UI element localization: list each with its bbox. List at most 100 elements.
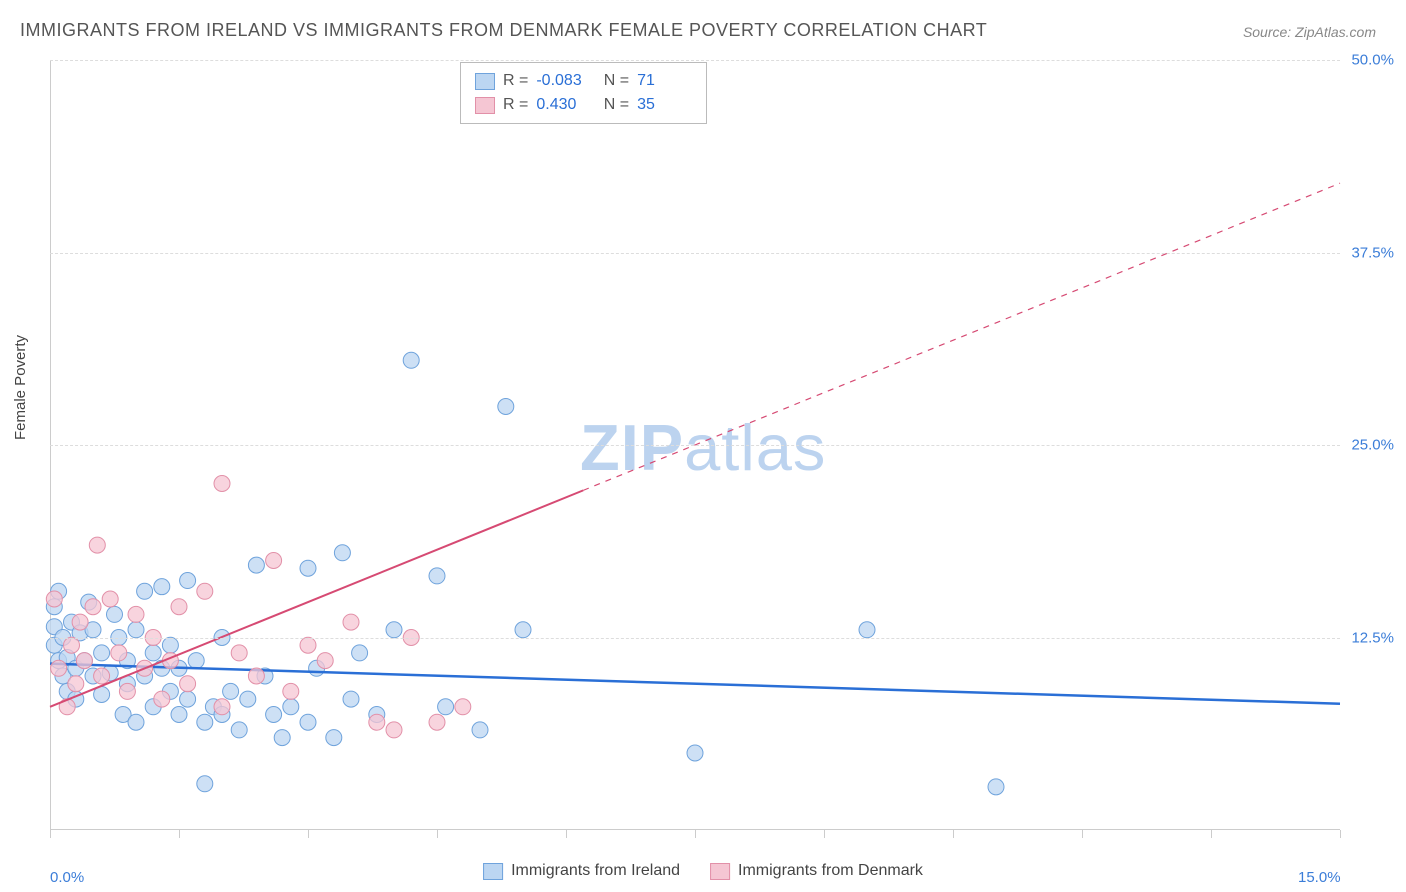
- scatter-point: [154, 691, 170, 707]
- legend-swatch-denmark: [710, 863, 730, 880]
- scatter-point: [94, 645, 110, 661]
- scatter-point: [214, 476, 230, 492]
- x-tick: [695, 830, 696, 838]
- scatter-point: [180, 573, 196, 589]
- stats-row-ireland: R = -0.083 N = 71: [475, 69, 692, 93]
- scatter-point: [68, 676, 84, 692]
- scatter-point: [352, 645, 368, 661]
- scatter-point: [128, 606, 144, 622]
- scatter-point: [162, 637, 178, 653]
- x-tick: [179, 830, 180, 838]
- x-tick: [50, 830, 51, 838]
- scatter-point: [472, 722, 488, 738]
- stat-r-denmark: 0.430: [536, 93, 591, 117]
- scatter-point: [300, 637, 316, 653]
- scatter-point: [283, 699, 299, 715]
- stat-r-label: R =: [503, 69, 528, 93]
- scatter-point: [51, 660, 67, 676]
- scatter-point: [180, 691, 196, 707]
- scatter-point: [85, 599, 101, 615]
- scatter-point: [687, 745, 703, 761]
- y-tick-label: 25.0%: [1351, 437, 1394, 454]
- scatter-point: [137, 583, 153, 599]
- scatter-point: [859, 622, 875, 638]
- scatter-point: [343, 691, 359, 707]
- swatch-denmark: [475, 97, 495, 114]
- scatter-point: [334, 545, 350, 561]
- scatter-point: [300, 714, 316, 730]
- gridline-h: [50, 445, 1340, 446]
- scatter-point: [76, 653, 92, 669]
- scatter-point: [119, 683, 135, 699]
- legend-item-ireland: Immigrants from Ireland: [483, 862, 680, 880]
- gridline-h: [50, 253, 1340, 254]
- scatter-point: [188, 653, 204, 669]
- scatter-point: [498, 399, 514, 415]
- x-tick: [824, 830, 825, 838]
- chart-title: IMMIGRANTS FROM IRELAND VS IMMIGRANTS FR…: [20, 20, 987, 41]
- x-tick: [1082, 830, 1083, 838]
- x-tick: [1211, 830, 1212, 838]
- scatter-point: [145, 645, 161, 661]
- scatter-point: [171, 707, 187, 723]
- scatter-point: [317, 653, 333, 669]
- scatter-point: [369, 714, 385, 730]
- scatter-point: [429, 568, 445, 584]
- scatter-point: [429, 714, 445, 730]
- gridline-h: [50, 60, 1340, 61]
- swatch-ireland: [475, 73, 495, 90]
- scatter-point: [515, 622, 531, 638]
- scatter-point: [343, 614, 359, 630]
- legend-item-denmark: Immigrants from Denmark: [710, 862, 923, 880]
- scatter-point: [266, 553, 282, 569]
- scatter-point: [128, 714, 144, 730]
- scatter-point: [455, 699, 471, 715]
- y-tick-label: 12.5%: [1351, 629, 1394, 646]
- stat-n-ireland: 71: [637, 69, 692, 93]
- bottom-legend: Immigrants from Ireland Immigrants from …: [483, 862, 923, 880]
- source-attribution: Source: ZipAtlas.com: [1243, 24, 1376, 40]
- stat-n-label: N =: [599, 69, 629, 93]
- stat-r-ireland: -0.083: [536, 69, 591, 93]
- scatter-point: [386, 622, 402, 638]
- scatter-point: [72, 614, 88, 630]
- scatter-point: [197, 714, 213, 730]
- y-axis-label: Female Poverty: [12, 335, 29, 440]
- x-tick: [1340, 830, 1341, 838]
- scatter-point: [231, 645, 247, 661]
- scatter-point: [403, 352, 419, 368]
- scatter-point: [326, 730, 342, 746]
- scatter-point: [180, 676, 196, 692]
- scatter-point: [223, 683, 239, 699]
- x-tick-label: 0.0%: [50, 869, 84, 886]
- legend-label-ireland: Immigrants from Ireland: [511, 862, 680, 880]
- stat-n-label: N =: [599, 93, 629, 117]
- stats-legend-box: R = -0.083 N = 71 R = 0.430 N = 35: [460, 62, 707, 124]
- scatter-point: [171, 599, 187, 615]
- scatter-point: [988, 779, 1004, 795]
- scatter-point: [266, 707, 282, 723]
- scatter-point: [64, 637, 80, 653]
- scatter-point: [46, 591, 62, 607]
- legend-swatch-ireland: [483, 863, 503, 880]
- gridline-h: [50, 638, 1340, 639]
- x-tick: [437, 830, 438, 838]
- scatter-point: [154, 579, 170, 595]
- y-tick-label: 37.5%: [1351, 244, 1394, 261]
- scatter-point: [107, 606, 123, 622]
- scatter-point: [111, 645, 127, 661]
- scatter-point: [248, 668, 264, 684]
- x-tick: [308, 830, 309, 838]
- scatter-point: [240, 691, 256, 707]
- scatter-point: [102, 591, 118, 607]
- y-tick-label: 50.0%: [1351, 52, 1394, 69]
- x-tick-label: 15.0%: [1298, 869, 1341, 886]
- scatter-point: [386, 722, 402, 738]
- scatter-point: [274, 730, 290, 746]
- scatter-point: [89, 537, 105, 553]
- scatter-point: [283, 683, 299, 699]
- scatter-point: [214, 699, 230, 715]
- scatter-point: [438, 699, 454, 715]
- legend-label-denmark: Immigrants from Denmark: [738, 862, 923, 880]
- x-tick: [566, 830, 567, 838]
